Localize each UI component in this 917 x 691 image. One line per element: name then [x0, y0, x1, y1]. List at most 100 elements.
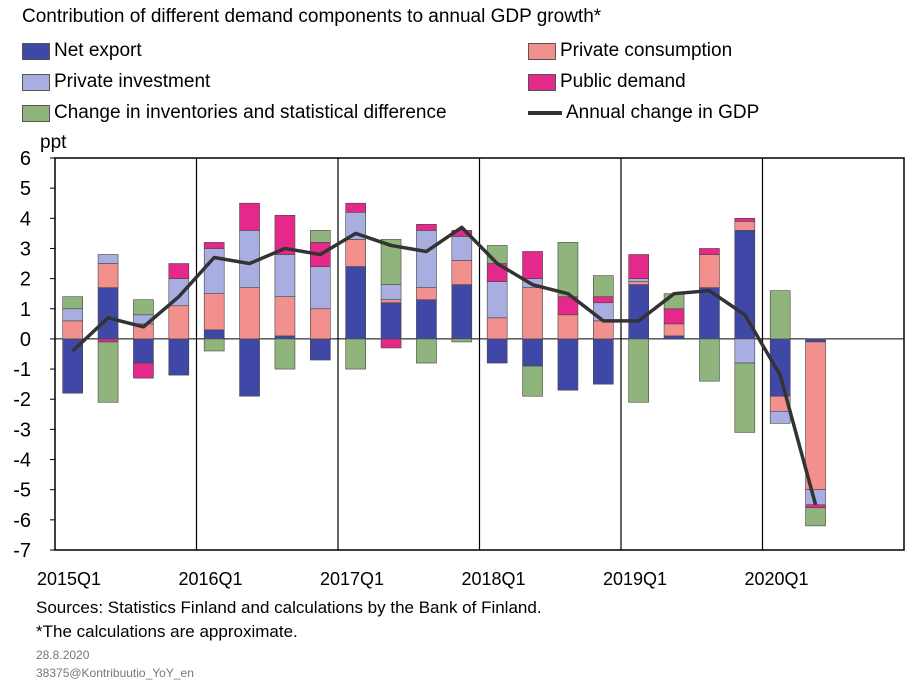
bar-segment-inventories: [203, 338, 225, 352]
bar-segment-public-demand: [168, 263, 190, 279]
bar-segment-private-consumption: [97, 263, 119, 288]
y-tick-label: 5: [20, 178, 31, 200]
bar-segment-private-consumption: [628, 281, 649, 285]
bar-segment-inventories: [699, 338, 720, 382]
bar-segment-public-demand: [522, 251, 543, 279]
legend-swatch-gdp-line: [528, 111, 562, 115]
bar-segment-net-export: [522, 338, 543, 367]
chart-plot: ppt 2015Q1 2016Q1 2017Q1 2018Q1 2019Q1 2020Q1…: [13, 132, 905, 589]
bar-segment-inventories: [734, 362, 756, 433]
bar-segment-private-investment: [593, 302, 614, 322]
bar-segment-inventories: [451, 338, 473, 343]
bar-segment-private-consumption: [416, 287, 437, 301]
bar-segment-net-export: [97, 287, 119, 340]
bar-segment-private-consumption: [593, 320, 614, 340]
bar-segment-net-export: [62, 338, 83, 394]
y-tick-label: 4: [20, 208, 31, 230]
legend-swatch-net-export: [22, 42, 50, 60]
bar-segment-private-consumption: [522, 287, 543, 340]
bar-segment-private-consumption: [486, 317, 508, 340]
legend-swatch-public-demand: [528, 73, 556, 91]
approximation-note: *The calculations are approximate.: [36, 622, 298, 641]
bar-segment-public-demand: [663, 308, 685, 325]
bar-segment-inventories: [133, 299, 154, 316]
legend-label-private-investment: Private investment: [54, 71, 211, 92]
bar-segment-inventories: [416, 338, 437, 364]
legend-label-gdp-line: Annual change in GDP: [566, 102, 760, 123]
bar-segment-public-demand: [593, 296, 614, 304]
x-tick-label: 2016Q1: [178, 569, 242, 589]
bar-segment-private-investment: [628, 278, 649, 282]
bar-segment-private-investment: [62, 308, 83, 322]
y-axis-label: ppt: [40, 132, 67, 153]
grid: [54, 157, 905, 551]
bar-segment-public-demand: [274, 214, 296, 255]
bar-segment-public-demand: [97, 338, 119, 343]
y-tick-label: 6: [20, 148, 31, 170]
sources-note: Sources: Statistics Finland and calculat…: [36, 598, 542, 617]
bar-segment-net-export: [593, 338, 614, 385]
bar-segment-private-investment: [451, 236, 473, 261]
legend-item-gdp-line: Annual change in GDP: [528, 102, 759, 124]
bar-segment-public-demand: [734, 218, 756, 222]
bar-segment-inventories: [593, 275, 614, 298]
chart-code: 38375@Kontribuutio_YoY_en: [36, 666, 194, 680]
bar-segment-private-investment: [769, 410, 791, 424]
bar-segment-public-demand: [699, 248, 720, 255]
y-tick-label: -7: [13, 540, 31, 562]
bar-segment-private-consumption: [239, 287, 260, 340]
bar-segment-public-demand: [416, 224, 437, 231]
gdp-line-layer: [71, 225, 818, 506]
y-tick-label: 2: [20, 269, 31, 291]
bar-segment-net-export: [805, 338, 826, 343]
bar-segment-net-export: [310, 338, 331, 361]
bar-segment-inventories: [522, 365, 543, 397]
bar-segment-private-consumption: [663, 323, 685, 337]
legend-label-inventories: Change in inventories and statistical di…: [54, 102, 447, 123]
bar-segment-inventories: [380, 239, 402, 285]
bar-segment-private-consumption: [451, 260, 473, 285]
legend-item-private-investment: Private investment: [22, 71, 210, 93]
y-tick-label: 1: [20, 299, 31, 321]
y-tick-label: 0: [20, 329, 31, 351]
bar-segment-private-consumption: [734, 221, 756, 231]
bar-segment-inventories: [628, 338, 649, 403]
bar-segment-net-export: [168, 338, 190, 376]
legend-swatch-inventories: [22, 104, 50, 122]
bar-segment-private-consumption: [168, 305, 190, 340]
bar-segment-private-consumption: [380, 299, 402, 304]
bar-segment-net-export: [345, 266, 366, 340]
x-tick-label: 2020Q1: [744, 569, 808, 589]
bar-segment-net-export: [416, 299, 437, 340]
bar-segment-private-consumption: [274, 296, 296, 337]
y-tick-label: -1: [13, 359, 31, 381]
x-tick-label: 2017Q1: [320, 569, 384, 589]
legend-item-net-export: Net export: [22, 40, 142, 62]
y-tick-label: -6: [13, 510, 31, 532]
bar-segment-public-demand: [203, 242, 225, 249]
bar-segment-net-export: [451, 284, 473, 340]
bar-segment-net-export: [486, 338, 508, 364]
bar-segment-net-export: [628, 284, 649, 340]
bar-segment-private-consumption: [203, 293, 225, 331]
legend-item-private-consumption: Private consumption: [528, 40, 732, 62]
bar-segment-net-export: [734, 230, 756, 340]
bar-segment-public-demand: [345, 202, 366, 213]
legend-label-private-consumption: Private consumption: [560, 40, 733, 61]
bar-segment-inventories: [769, 290, 791, 340]
bar-segment-inventories: [62, 296, 83, 310]
legend-item-public-demand: Public demand: [528, 71, 686, 93]
bar-segment-net-export: [274, 335, 296, 340]
bar-segment-private-consumption: [699, 254, 720, 288]
date-stamp: 28.8.2020: [36, 648, 90, 662]
bar-segment-net-export: [557, 338, 579, 391]
bar-segment-inventories: [97, 341, 119, 403]
bar-segment-net-export: [203, 329, 225, 340]
bar-segment-inventories: [557, 242, 579, 298]
bar-segment-private-investment: [486, 281, 508, 319]
bar-segment-private-consumption: [557, 314, 579, 340]
y-tick-label: -5: [13, 480, 31, 502]
bar-segment-net-export: [239, 338, 260, 397]
y-tick-label: -4: [13, 450, 31, 472]
bar-segment-inventories: [805, 507, 826, 527]
